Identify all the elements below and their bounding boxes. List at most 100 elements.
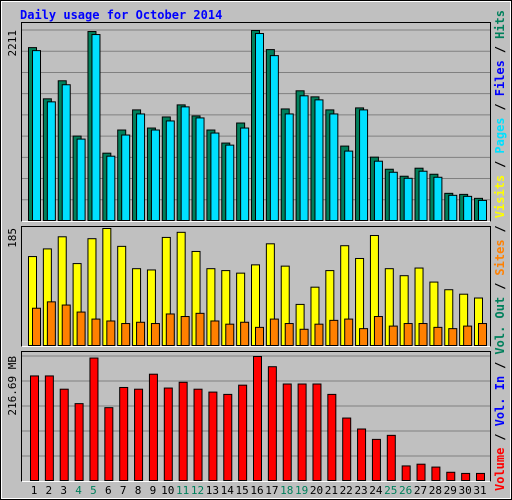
bar	[373, 316, 383, 346]
bar	[223, 393, 233, 481]
x-tick-label: 2	[46, 484, 53, 497]
bar	[150, 323, 160, 347]
x-tick-label: 6	[105, 484, 112, 497]
bar	[46, 301, 56, 346]
legend-separator: /	[493, 46, 507, 53]
x-tick-label: 3	[60, 484, 67, 497]
bar	[463, 195, 473, 222]
bar	[297, 383, 307, 481]
x-tick-label: 29	[444, 484, 457, 497]
x-tick-label: 28	[429, 484, 442, 497]
bar	[104, 407, 114, 482]
bar	[255, 326, 264, 347]
bar	[134, 388, 144, 481]
bar	[267, 366, 277, 482]
bar	[461, 472, 471, 482]
bar	[282, 383, 292, 481]
bar	[32, 50, 41, 222]
bar	[195, 312, 205, 346]
legend-item: Pages	[493, 117, 507, 153]
bar	[210, 132, 220, 221]
x-tick-label: 8	[135, 484, 142, 497]
bar	[373, 160, 383, 221]
bar	[225, 323, 235, 347]
bar	[386, 434, 396, 482]
bar	[478, 199, 487, 221]
x-tick-label: 30	[459, 484, 472, 497]
legend-item: Volume	[493, 448, 507, 491]
bar	[76, 138, 86, 222]
bar	[269, 318, 279, 346]
bar	[150, 129, 160, 222]
x-tick-label: 17	[265, 484, 278, 497]
bar	[401, 465, 411, 481]
x-tick-label: 21	[325, 484, 338, 497]
bar	[448, 328, 458, 346]
bar	[359, 109, 369, 221]
bar	[463, 325, 473, 347]
bar	[165, 313, 175, 347]
bar	[32, 307, 41, 347]
bar	[357, 428, 367, 481]
x-tick-label: 20	[310, 484, 323, 497]
bar	[165, 120, 175, 221]
bar	[446, 471, 456, 482]
x-tick-label: 7	[120, 484, 127, 497]
bar	[403, 177, 413, 221]
legend-item: Hits	[493, 10, 507, 39]
bar	[314, 323, 324, 347]
bar	[478, 323, 487, 347]
legend-separator: /	[493, 433, 507, 440]
bar	[388, 325, 398, 347]
bar	[344, 150, 354, 221]
bar	[91, 318, 101, 346]
bar	[299, 95, 309, 221]
bar	[148, 373, 158, 481]
x-tick-label: 27	[414, 484, 427, 497]
bar	[359, 328, 369, 346]
bar	[431, 466, 441, 482]
y-tick-label: 2211	[6, 30, 19, 57]
bar	[418, 170, 428, 222]
bar	[225, 144, 235, 221]
legend-separator: /	[493, 103, 507, 110]
bar	[388, 171, 398, 222]
bar	[240, 321, 250, 347]
bar	[76, 311, 86, 347]
bar	[476, 472, 485, 482]
x-tick-label: 15	[236, 484, 249, 497]
bar	[46, 101, 56, 221]
legend-item: Sites	[493, 239, 507, 275]
bar	[240, 127, 250, 221]
bar	[269, 55, 279, 221]
legend-item: Visits	[493, 175, 507, 218]
bar	[403, 323, 413, 347]
bar	[418, 323, 428, 347]
bar	[344, 318, 354, 346]
bar	[312, 383, 322, 481]
legend-separator: /	[493, 362, 507, 369]
x-tick-label: 22	[340, 484, 353, 497]
bar	[59, 388, 69, 481]
bar	[314, 99, 324, 221]
legend-item: Vol. In	[493, 376, 507, 427]
x-tick-label: 31	[473, 484, 486, 497]
bar	[121, 323, 131, 347]
bar	[193, 388, 203, 481]
legend-separator: /	[493, 283, 507, 290]
bar	[195, 117, 205, 221]
bar	[238, 384, 248, 481]
y-tick-label: 185	[6, 228, 19, 248]
legend-item: Files	[493, 60, 507, 96]
bar	[284, 113, 294, 221]
bar	[163, 387, 173, 481]
x-tick-label: 19	[295, 484, 308, 497]
bar	[210, 320, 220, 346]
x-tick-label: 16	[250, 484, 263, 497]
bar	[433, 176, 443, 221]
x-tick-label: 13	[206, 484, 219, 497]
bar	[208, 391, 218, 481]
x-tick-label: 24	[369, 484, 383, 497]
